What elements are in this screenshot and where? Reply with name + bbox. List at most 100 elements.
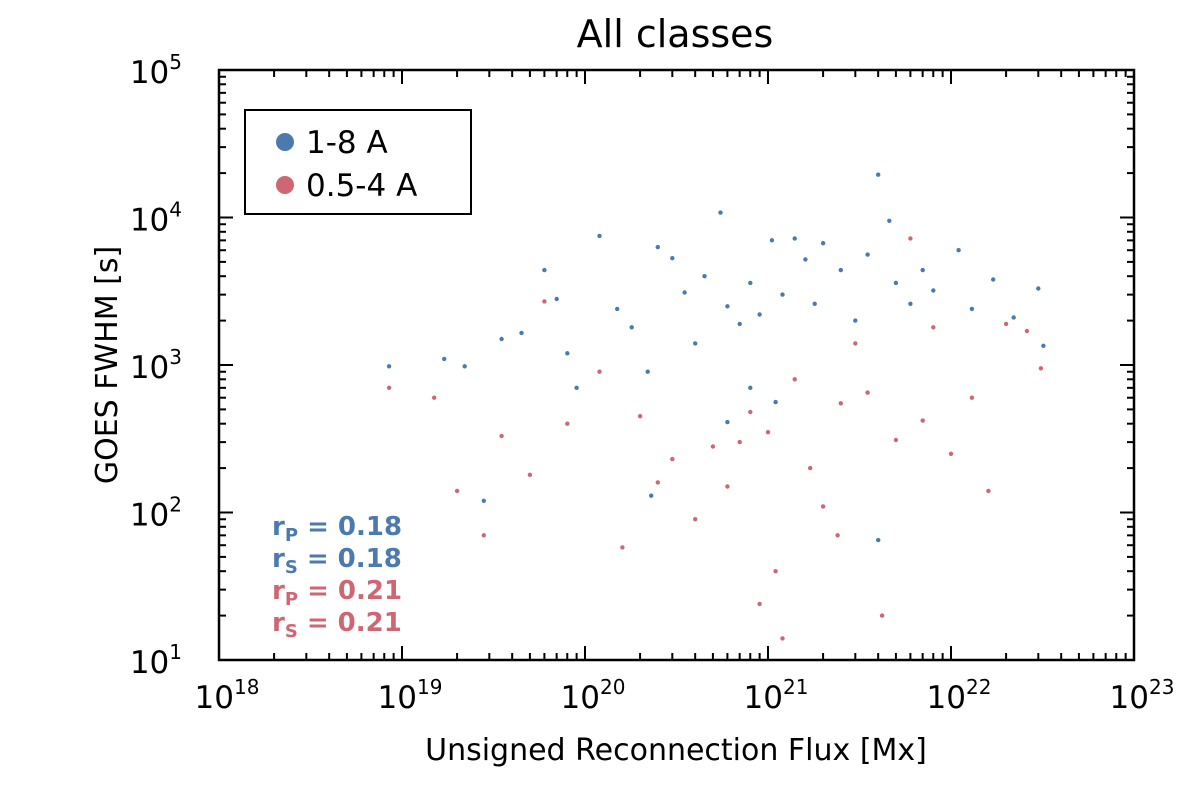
point-blue-21 [737,321,742,327]
point-blue-38 [931,288,936,293]
point-red-16 [737,439,742,445]
point-red-31 [931,325,936,330]
point-red-22 [808,465,813,471]
point-red-30 [920,418,925,423]
point-blue-37 [920,267,925,273]
point-red-36 [1024,328,1030,334]
point-red-0 [386,385,392,390]
point-blue-32 [865,252,870,257]
point-red-6 [542,299,547,304]
point-blue-9 [574,385,579,390]
points-layer [386,172,1046,641]
point-blue-2 [462,364,467,369]
point-red-10 [637,414,643,419]
point-blue-18 [702,274,707,279]
point-red-18 [757,601,762,607]
y-tick-label-5: 105 [130,50,182,91]
y-tick-label-1: 101 [130,640,182,681]
point-blue-14 [655,244,660,250]
point-blue-27 [803,257,808,262]
legend-label-0-5-4: 0.5-4 A [306,168,417,204]
point-red-37 [1038,366,1044,371]
y-tick-label-3: 103 [130,345,182,386]
point-blue-28 [812,301,817,306]
point-blue-26 [792,236,797,241]
point-blue-33 [876,172,881,177]
chart-title: All classes [577,12,774,56]
point-blue-31 [853,318,858,323]
y-tick-label-4: 104 [130,198,182,239]
legend-label-1-8: 1-8 A [306,125,388,161]
point-red-21 [792,377,797,382]
point-red-14 [710,444,716,449]
point-red-39 [773,569,778,574]
point-red-29 [908,236,913,241]
point-blue-8 [565,351,570,356]
point-blue-43 [1036,286,1041,291]
point-red-25 [853,341,858,346]
y-axis-label: GOES FWHM [s] [90,246,125,484]
x-tick-label-23: 1023 [1110,675,1175,716]
legend-marker-0-5-4 [276,176,294,194]
point-blue-39 [956,248,961,253]
x-tick-label-19: 1019 [378,675,443,716]
y-tick-label-2: 102 [130,493,182,534]
x-tick-label-22: 1022 [927,675,992,716]
point-blue-24 [769,238,775,243]
point-blue-25 [780,292,785,297]
point-blue-7 [554,296,559,302]
legend-marker-1-8 [276,133,294,151]
point-red-7 [565,421,570,426]
point-blue-47 [725,419,730,425]
point-red-23 [820,504,826,509]
point-blue-34 [887,218,892,223]
point-blue-36 [908,301,913,306]
point-blue-12 [629,325,634,330]
point-blue-15 [670,256,675,261]
point-red-19 [765,430,771,435]
stat-line-1: rS = 0.18 [272,544,402,578]
point-blue-13 [645,369,650,374]
x-tick-label-18: 1018 [195,675,260,716]
stat-line-3: rS = 0.21 [272,608,402,642]
point-blue-30 [838,267,843,273]
ticks-layer: 1018 1019 1020 1021 1022 1023 101 102 103 104 105 [130,50,1175,716]
point-blue-41 [991,277,996,282]
point-red-34 [986,488,991,494]
point-blue-23 [757,312,762,317]
point-blue-0 [386,364,392,369]
point-blue-6 [542,267,547,273]
x-axis-label: Unsigned Reconnection Flux [Mx] [425,733,927,768]
stat-line-0: rP = 0.18 [272,512,402,546]
point-red-32 [948,451,954,456]
point-blue-17 [693,341,698,346]
point-blue-19 [718,210,723,215]
point-blue-49 [773,399,778,405]
point-blue-20 [725,304,730,309]
point-blue-45 [876,537,881,543]
point-blue-35 [893,280,899,286]
point-blue-10 [597,233,602,239]
point-red-5 [527,472,533,477]
point-red-26 [865,390,870,395]
point-red-15 [725,484,730,489]
point-red-4 [499,433,504,439]
point-red-20 [780,636,785,641]
point-blue-3 [481,498,486,503]
point-blue-1 [442,356,447,362]
point-red-35 [1003,321,1009,327]
legend-box [244,109,472,215]
point-red-17 [748,409,753,415]
point-blue-16 [682,290,687,295]
point-blue-46 [649,493,654,498]
point-blue-48 [748,385,753,390]
point-red-33 [969,395,975,400]
point-red-3 [481,533,486,538]
point-red-1 [432,395,437,400]
x-tick-label-20: 1020 [561,675,626,716]
point-blue-22 [748,280,753,286]
point-red-11 [655,480,660,485]
x-tick-label-21: 1021 [744,675,809,716]
point-blue-44 [1041,343,1046,348]
